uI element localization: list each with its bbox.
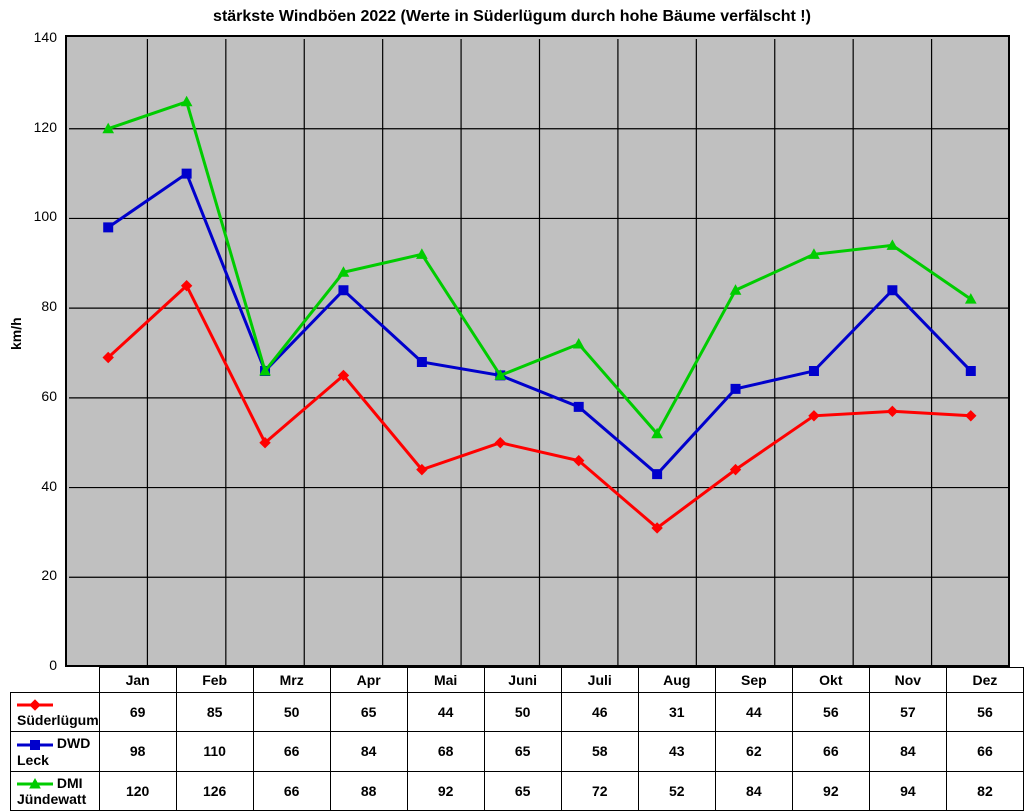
category-header: Aug <box>638 668 715 693</box>
ytick-label: 120 <box>17 119 57 135</box>
data-cell: 66 <box>946 732 1023 771</box>
category-header: Feb <box>176 668 253 693</box>
category-header: Juli <box>561 668 638 693</box>
data-cell: 65 <box>484 732 561 771</box>
data-cell: 50 <box>253 693 330 732</box>
data-cell: 84 <box>330 732 407 771</box>
data-cell: 88 <box>330 771 407 810</box>
data-cell: 57 <box>869 693 946 732</box>
category-header: Mai <box>407 668 484 693</box>
ytick-label: 20 <box>17 567 57 583</box>
ytick-label: 80 <box>17 298 57 314</box>
table-row: Süderlügum698550654450463144565756 <box>11 693 1024 732</box>
data-cell: 94 <box>869 771 946 810</box>
legend-marker-triangle-icon <box>17 777 53 791</box>
data-cell: 66 <box>792 732 869 771</box>
series-label-cell: Süderlügum <box>11 693 100 732</box>
data-cell: 65 <box>484 771 561 810</box>
legend-marker-square-icon <box>17 738 53 752</box>
data-cell: 69 <box>99 693 176 732</box>
y-axis-label: km/h <box>8 317 24 350</box>
table-corner-cell <box>11 668 100 693</box>
data-cell: 43 <box>638 732 715 771</box>
table-row: DMI Jündewatt12012666889265725284929482 <box>11 771 1024 810</box>
category-header: Dez <box>946 668 1023 693</box>
data-cell: 120 <box>99 771 176 810</box>
table-header-row: JanFebMrzAprMaiJuniJuliAugSepOktNovDez <box>11 668 1024 693</box>
chart-title: stärkste Windböen 2022 (Werte in Süderlü… <box>0 8 1024 26</box>
data-cell: 66 <box>253 732 330 771</box>
chart-container: stärkste Windböen 2022 (Werte in Süderlü… <box>0 0 1024 768</box>
data-cell: 56 <box>792 693 869 732</box>
data-cell: 31 <box>638 693 715 732</box>
ytick-label: 100 <box>17 208 57 224</box>
data-cell: 110 <box>176 732 253 771</box>
data-cell: 46 <box>561 693 638 732</box>
category-header: Jan <box>99 668 176 693</box>
series-label-cell: DWD Leck <box>11 732 100 771</box>
category-header: Okt <box>792 668 869 693</box>
data-cell: 44 <box>407 693 484 732</box>
data-cell: 92 <box>407 771 484 810</box>
data-cell: 72 <box>561 771 638 810</box>
data-cell: 68 <box>407 732 484 771</box>
data-cell: 92 <box>792 771 869 810</box>
legend-marker-diamond-icon <box>17 698 53 712</box>
table-row: DWD Leck9811066846865584362668466 <box>11 732 1024 771</box>
series-name-label: Süderlügum <box>17 712 99 728</box>
category-header: Nov <box>869 668 946 693</box>
data-cell: 66 <box>253 771 330 810</box>
data-cell: 62 <box>715 732 792 771</box>
data-cell: 50 <box>484 693 561 732</box>
data-cell: 58 <box>561 732 638 771</box>
plot-area <box>65 35 1010 667</box>
data-cell: 52 <box>638 771 715 810</box>
ytick-label: 40 <box>17 478 57 494</box>
plot-svg <box>67 37 1012 669</box>
data-cell: 84 <box>869 732 946 771</box>
ytick-label: 140 <box>17 29 57 45</box>
data-cell: 82 <box>946 771 1023 810</box>
category-header: Sep <box>715 668 792 693</box>
data-cell: 126 <box>176 771 253 810</box>
ytick-label: 60 <box>17 388 57 404</box>
series-label-cell: DMI Jündewatt <box>11 771 100 810</box>
data-cell: 44 <box>715 693 792 732</box>
data-table: JanFebMrzAprMaiJuniJuliAugSepOktNovDez S… <box>10 667 1024 811</box>
category-header: Apr <box>330 668 407 693</box>
data-cell: 65 <box>330 693 407 732</box>
category-header: Mrz <box>253 668 330 693</box>
category-header: Juni <box>484 668 561 693</box>
data-cell: 85 <box>176 693 253 732</box>
data-cell: 98 <box>99 732 176 771</box>
data-cell: 84 <box>715 771 792 810</box>
data-cell: 56 <box>946 693 1023 732</box>
